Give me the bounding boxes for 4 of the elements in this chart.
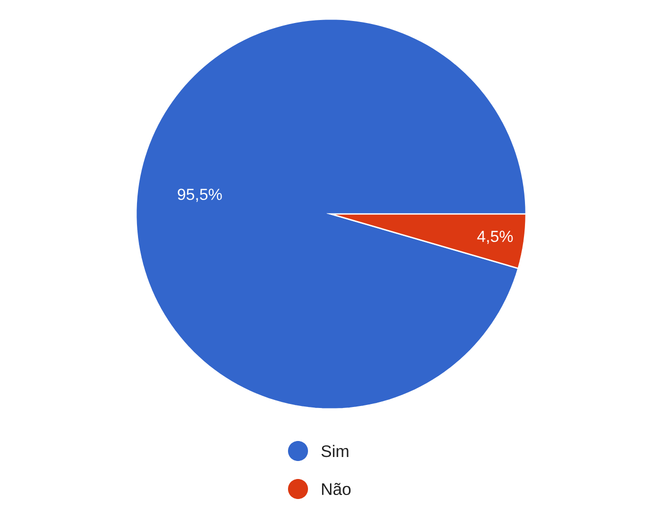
data-label: 95,5% [178,188,222,202]
legend-label: Sim [321,444,348,458]
data-label: 4,5% [477,230,513,244]
legend-label: Não [322,482,351,496]
